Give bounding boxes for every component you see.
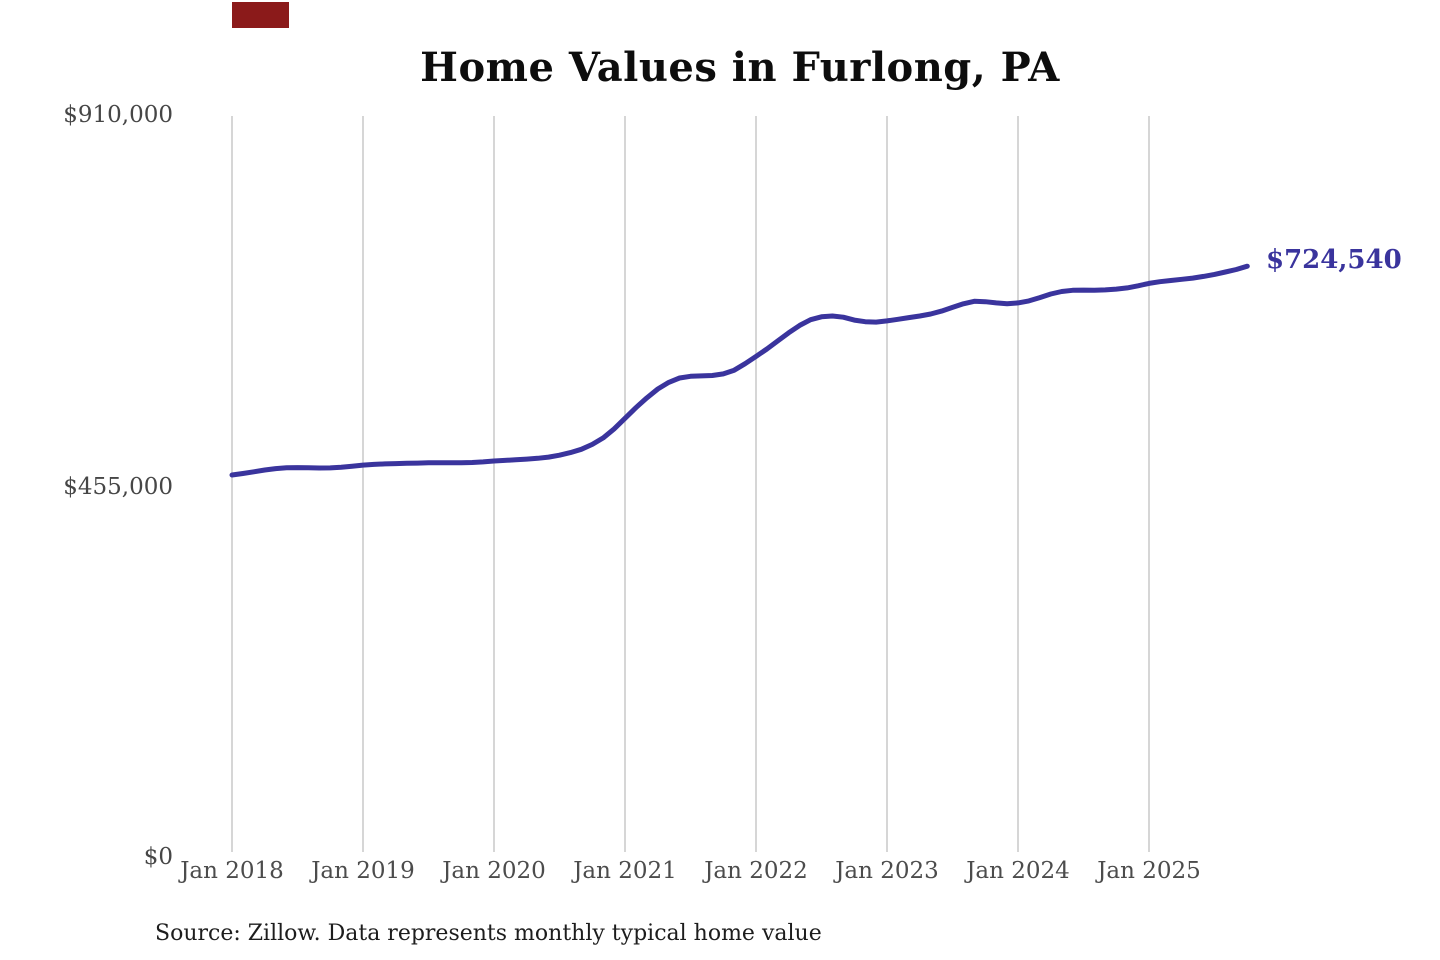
gridlines [231, 116, 1150, 852]
y-axis-label-mid: $455,000 [63, 474, 173, 500]
x-axis-label: Jan 2025 [1097, 858, 1201, 884]
y-axis-label-max: $910,000 [63, 102, 173, 128]
current-value-label: $724,540 [1266, 245, 1402, 275]
x-axis-label: Jan 2018 [180, 858, 284, 884]
x-axis-label: Jan 2021 [573, 858, 677, 884]
x-axis-label: Jan 2024 [966, 858, 1070, 884]
x-axis-label: Jan 2019 [311, 858, 415, 884]
x-axis-label: Jan 2020 [442, 858, 546, 884]
chart-title: Home Values in Furlong, PA [420, 44, 1060, 91]
source-note: Source: Zillow. Data represents monthly … [155, 921, 822, 946]
y-axis-label-min: $0 [143, 844, 173, 870]
top-left-red-artifact [232, 2, 289, 28]
x-axis-label: Jan 2022 [704, 858, 808, 884]
home-value-line [229, 263, 1250, 478]
x-axis-label: Jan 2023 [835, 858, 939, 884]
